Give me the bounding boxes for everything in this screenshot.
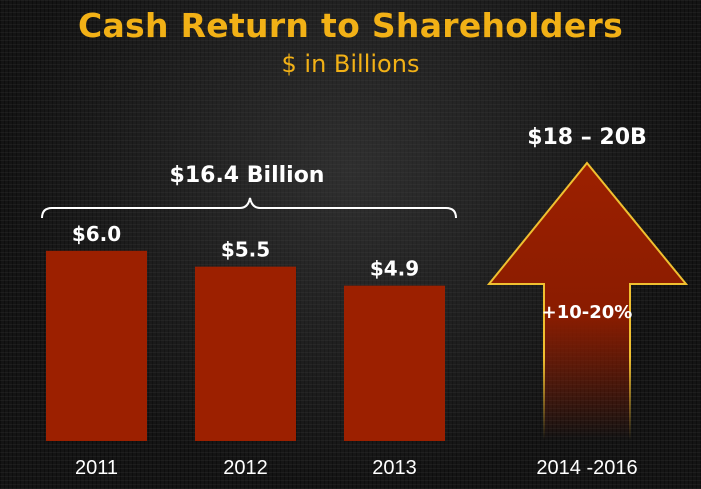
bar-2012 [195,266,296,441]
bar-2011 [46,250,147,441]
chart-subtitle: $ in Billions [281,50,420,78]
bar-2013 [344,285,445,441]
total-bracket [41,197,457,219]
total-label: $16.4 Billion [170,163,325,188]
bar-value-label: $5.5 [221,238,270,262]
bar-value-label: $4.9 [370,257,419,281]
x-tick-label: 2011 [75,457,118,479]
chart-title: Cash Return to Shareholders [77,6,624,45]
projection-label: $18 – 20B [527,125,647,150]
projection-category-label: 2014 -2016 [536,457,637,479]
bar-value-label: $6.0 [72,222,121,246]
x-tick-label: 2013 [372,457,417,479]
x-tick-label: 2012 [223,457,268,479]
projection-arrow [486,161,689,441]
projection-growth-label: +10-20% [542,302,633,323]
